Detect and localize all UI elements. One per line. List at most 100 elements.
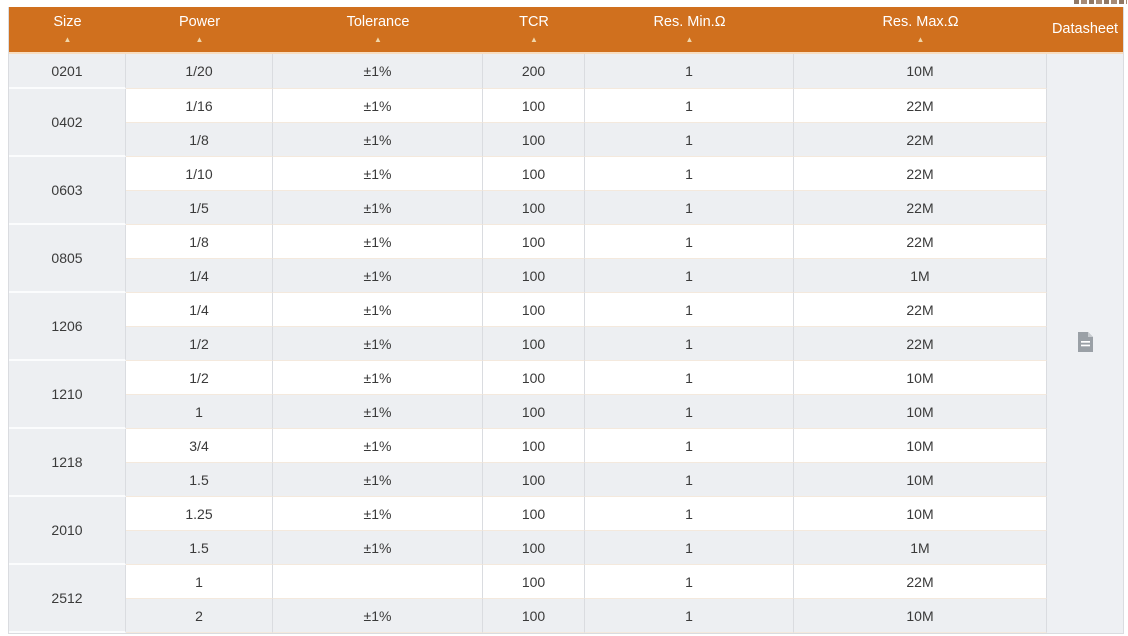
- tcr-cell: 100: [483, 361, 585, 395]
- sort-asc-icon: ▲: [195, 35, 204, 44]
- tolerance-cell: ±1%: [273, 123, 483, 157]
- tcr-cell: 100: [483, 157, 585, 191]
- tolerance-cell: ±1%: [273, 497, 483, 531]
- res-min-cell: 1: [585, 191, 794, 225]
- column-header-res_min[interactable]: Res. Min.Ω ▲: [585, 7, 794, 54]
- power-cell: 3/4: [126, 429, 273, 463]
- res-min-cell: 1: [585, 565, 794, 599]
- tolerance-cell: ±1%: [273, 463, 483, 497]
- power-cell: 2: [126, 599, 273, 633]
- size-cell: 2512: [9, 565, 126, 633]
- res-max-cell: 22M: [794, 191, 1047, 225]
- tolerance-cell: ±1%: [273, 89, 483, 123]
- power-cell: 1/4: [126, 259, 273, 293]
- power-cell: 1/4: [126, 293, 273, 327]
- res-min-cell: 1: [585, 361, 794, 395]
- size-cell: 1218: [9, 429, 126, 497]
- res-max-cell: 22M: [794, 225, 1047, 259]
- power-cell: 1/8: [126, 225, 273, 259]
- tolerance-cell: ±1%: [273, 395, 483, 429]
- res-min-cell: 1: [585, 54, 794, 89]
- res-max-cell: 22M: [794, 293, 1047, 327]
- res-max-cell: 10M: [794, 395, 1047, 429]
- column-label: TCR: [519, 14, 549, 30]
- tolerance-cell: ±1%: [273, 531, 483, 565]
- power-cell: 1/10: [126, 157, 273, 191]
- power-cell: 1/8: [126, 123, 273, 157]
- res-max-cell: 10M: [794, 54, 1047, 89]
- column-header-size[interactable]: Size ▲: [9, 7, 126, 54]
- table-row: 1210 1/2 ±1% 100 1 10M: [9, 361, 1123, 429]
- res-max-cell: 10M: [794, 599, 1047, 633]
- table-row: 0805 1/8 ±1% 100 1 22M: [9, 225, 1123, 293]
- table-header: Size ▲ Power ▲ Tolerance ▲ TCR ▲ Res. Min.Ω ▲ Res.…: [9, 7, 1123, 54]
- power-cell: 1.5: [126, 531, 273, 565]
- res-min-cell: 1: [585, 225, 794, 259]
- column-header-tolerance[interactable]: Tolerance ▲: [273, 7, 483, 54]
- tcr-cell: 100: [483, 293, 585, 327]
- res-min-cell: 1: [585, 531, 794, 565]
- res-min-cell: 1: [585, 259, 794, 293]
- res-max-cell: 10M: [794, 497, 1047, 531]
- tcr-cell: 100: [483, 395, 585, 429]
- power-cell: 1/5: [126, 191, 273, 225]
- power-cell: 1/2: [126, 361, 273, 395]
- tcr-cell: 100: [483, 429, 585, 463]
- res-min-cell: 1: [585, 89, 794, 123]
- tolerance-cell: ±1%: [273, 429, 483, 463]
- power-cell: 1.5: [126, 463, 273, 497]
- column-header-tcr[interactable]: TCR ▲: [483, 7, 585, 54]
- table-row: 0603 1/10 ±1% 100 1 22M: [9, 157, 1123, 225]
- clipped-text-fragment: [1074, 0, 1127, 4]
- res-max-cell: 22M: [794, 89, 1047, 123]
- res-min-cell: 1: [585, 327, 794, 361]
- res-max-cell: 22M: [794, 565, 1047, 599]
- res-max-cell: 10M: [794, 463, 1047, 497]
- res-max-cell: 10M: [794, 429, 1047, 463]
- tcr-cell: 100: [483, 497, 585, 531]
- size-cell: 1206: [9, 293, 126, 361]
- tolerance-cell: ±1%: [273, 599, 483, 633]
- res-max-cell: 1M: [794, 531, 1047, 565]
- table-row: 2 ±1% 100 1 10M: [9, 599, 1123, 633]
- tolerance-cell: ±1%: [273, 327, 483, 361]
- tcr-cell: 200: [483, 54, 585, 89]
- table-header-row: Size ▲ Power ▲ Tolerance ▲ TCR ▲ Res. Min.Ω ▲ Res.…: [9, 7, 1123, 54]
- column-header-power[interactable]: Power ▲: [126, 7, 273, 54]
- column-header-res_max[interactable]: Res. Max.Ω ▲: [794, 7, 1047, 54]
- tolerance-cell: [273, 565, 483, 599]
- table-row: 2010 1.25 ±1% 100 1 10M: [9, 497, 1123, 565]
- tolerance-cell: ±1%: [273, 225, 483, 259]
- tcr-cell: 100: [483, 123, 585, 157]
- res-max-cell: 22M: [794, 327, 1047, 361]
- tcr-cell: 100: [483, 565, 585, 599]
- resistor-spec-table: Size ▲ Power ▲ Tolerance ▲ TCR ▲ Res. Min.Ω ▲ Res.…: [9, 7, 1123, 633]
- column-label: Tolerance: [346, 14, 410, 30]
- column-label: Power: [178, 14, 221, 30]
- res-min-cell: 1: [585, 157, 794, 191]
- power-cell: 1: [126, 565, 273, 599]
- res-min-cell: 1: [585, 429, 794, 463]
- size-cell: 0805: [9, 225, 126, 293]
- size-cell: 0402: [9, 89, 126, 157]
- tolerance-cell: ±1%: [273, 54, 483, 89]
- size-cell: 0201: [9, 54, 126, 89]
- datasheet-cell: [1047, 54, 1123, 633]
- tolerance-cell: ±1%: [273, 361, 483, 395]
- table-row: 1206 1/4 ±1% 100 1 22M: [9, 293, 1123, 361]
- power-cell: 1/16: [126, 89, 273, 123]
- res-min-cell: 1: [585, 463, 794, 497]
- sort-asc-icon: ▲: [374, 35, 382, 44]
- column-label: Size: [53, 14, 82, 30]
- sort-asc-icon: ▲: [530, 35, 538, 44]
- tolerance-cell: ±1%: [273, 293, 483, 327]
- power-cell: 1.25: [126, 497, 273, 531]
- power-cell: 1: [126, 395, 273, 429]
- sort-asc-icon: ▲: [63, 35, 72, 44]
- table-row: 2512 1 100 1 22M: [9, 565, 1123, 633]
- tcr-cell: 100: [483, 531, 585, 565]
- res-min-cell: 1: [585, 599, 794, 633]
- tcr-cell: 100: [483, 463, 585, 497]
- document-icon[interactable]: [1077, 331, 1094, 353]
- size-cell: 2010: [9, 497, 126, 565]
